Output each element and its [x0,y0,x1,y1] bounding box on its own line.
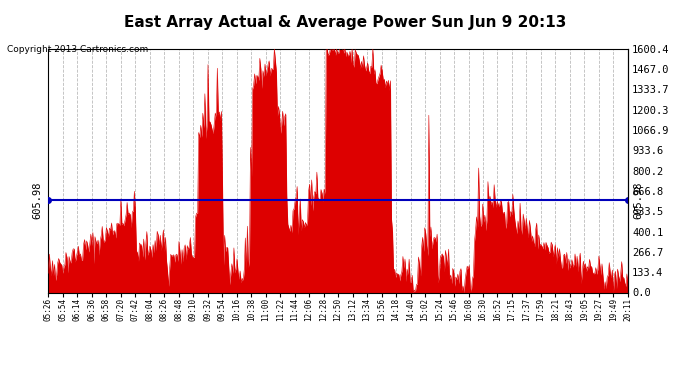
Text: Copyright 2013 Cartronics.com: Copyright 2013 Cartronics.com [7,45,148,54]
Text: Average  (DC Watts): Average (DC Watts) [402,28,493,38]
Text: 605.98: 605.98 [32,182,43,219]
Text: 605.98: 605.98 [633,182,644,219]
Text: East Array  (DC Watts): East Array (DC Watts) [554,28,655,38]
Text: East Array Actual & Average Power Sun Jun 9 20:13: East Array Actual & Average Power Sun Ju… [124,15,566,30]
